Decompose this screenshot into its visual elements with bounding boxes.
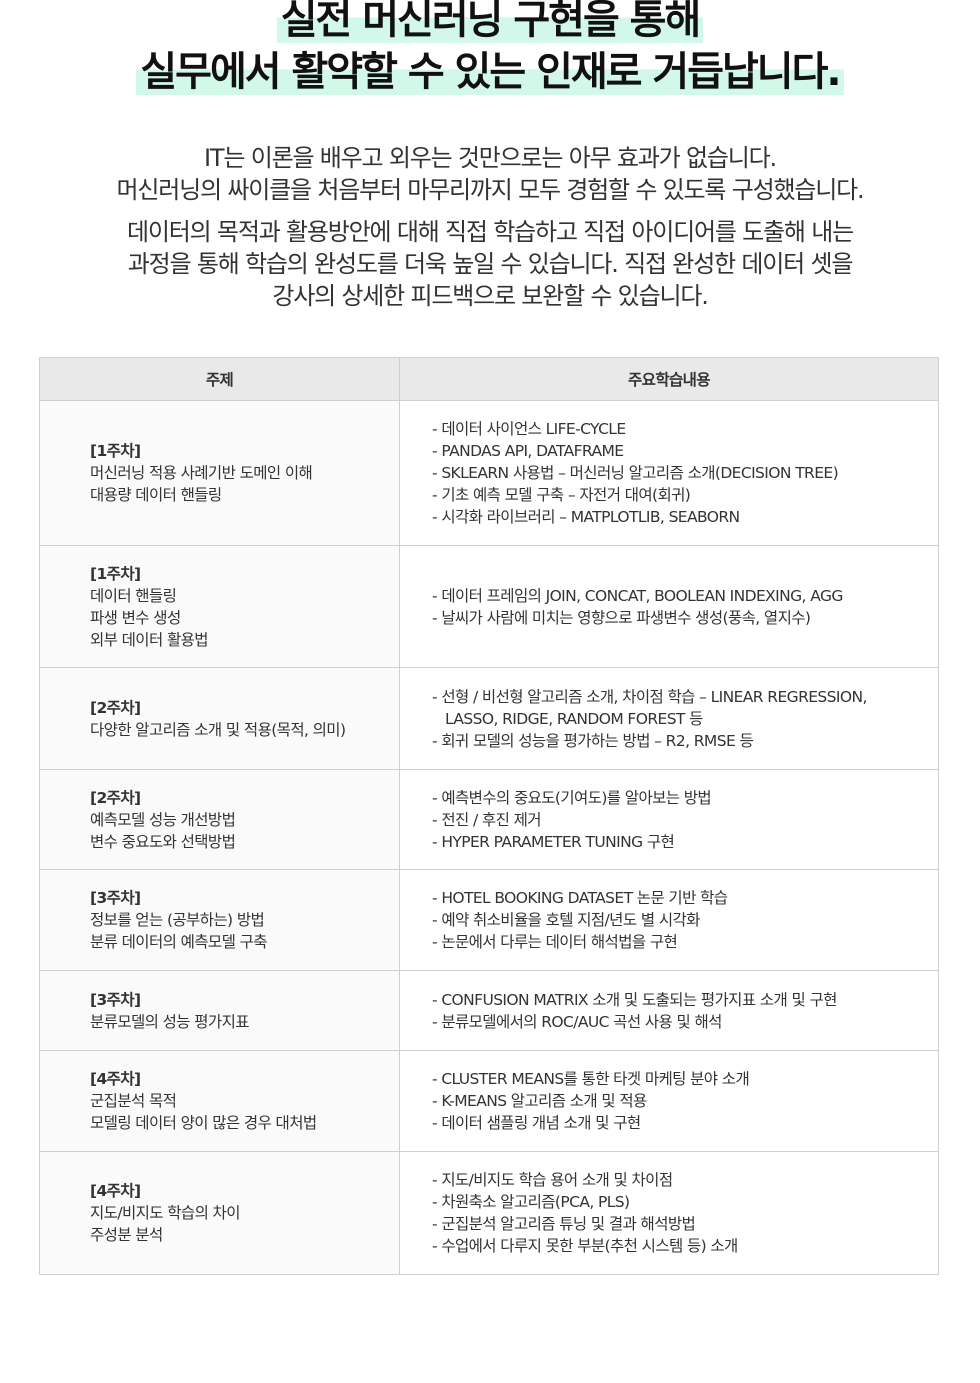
topic-line: 군집분석 목적 <box>90 1092 177 1110</box>
content-line: - 예측변수의 중요도(기여도)를 알아보는 방법 <box>432 788 712 807</box>
topic-line: 데이터 핸들링 <box>90 586 177 605</box>
content-cell: - 지도/비지도 학습 용어 소개 및 차이점 - 차원축소 알고리즘(PCA, … <box>399 1151 939 1275</box>
topic-line: 다양한 알고리즘 소개 및 적용(목적, 의미) <box>90 720 346 739</box>
topic-line: 주성분 분석 <box>90 1226 163 1244</box>
content-line: - 데이터 사이언스 LIFE-CYCLE <box>432 420 626 438</box>
topic-cell: [3주차] 분류모델의 성능 평가지표 <box>39 970 400 1051</box>
week-label: [2주차] <box>90 788 141 807</box>
intro-paragraph-1: IT는 이론을 배우고 외우는 것만으로는 아무 효과가 없습니다. 머신러닝의 … <box>116 144 865 204</box>
topic-line: 분류 데이터의 예측모델 구축 <box>90 933 268 951</box>
week-label: [1주차] <box>90 442 141 460</box>
content-cell: - 선형 / 비선형 알고리즘 소개, 차이점 학습 – LINEAR REGR… <box>399 667 939 770</box>
content-line: - CLUSTER MEANS를 통한 타겟 마케팅 분야 소개 <box>432 1070 750 1088</box>
topic-line: 외부 데이터 활용법 <box>90 630 209 649</box>
content-line: - 차원축소 알고리즘(PCA, PLS) <box>432 1193 630 1211</box>
content-line: - 군집분석 알고리즘 튜닝 및 결과 해석방법 <box>432 1215 696 1233</box>
topic-line: 분류모델의 성능 평가지표 <box>90 1012 250 1031</box>
content-line: - 선형 / 비선형 알고리즘 소개, 차이점 학습 – LINEAR REGR… <box>432 687 867 706</box>
content-line: - CONFUSION MATRIX 소개 및 도출되는 평가지표 소개 및 구… <box>432 990 837 1009</box>
week-label: [3주차] <box>90 889 141 907</box>
table-row: [3주차] 분류모델의 성능 평가지표 - CONFUSION MATRIX 소개 … <box>39 970 939 1051</box>
headline-line-2: 실무에서 활약할 수 있는 인재로 거듭납니다. <box>0 46 980 98</box>
topic-line: 대용량 데이터 핸들링 <box>90 486 222 504</box>
week-label: [4주차] <box>90 1182 141 1200</box>
content-line: - 논문에서 다루는 데이터 해석법을 구현 <box>432 933 678 951</box>
content-line: - PANDAS API, DATAFRAME <box>432 442 624 460</box>
content-cell: - CONFUSION MATRIX 소개 및 도출되는 평가지표 소개 및 구… <box>399 970 939 1051</box>
week-label: [1주차] <box>90 564 141 583</box>
week-label: [4주차] <box>90 1070 141 1088</box>
content-line: - 데이터 샘플링 개념 소개 및 구현 <box>432 1114 641 1132</box>
content-line: - HOTEL BOOKING DATASET 논문 기반 학습 <box>432 889 728 907</box>
content-line: - 전진 / 후진 제거 <box>432 810 541 829</box>
intro-paragraph-2: 데이터의 목적과 활용방안에 대해 직접 학습하고 직접 아이디어를 도출해 내… <box>126 218 854 310</box>
content-cell: - 데이터 사이언스 LIFE-CYCLE - PANDAS API, DATAF… <box>399 400 939 546</box>
content-line: - 날씨가 사람에 미치는 영향으로 파생변수 생성(풍속, 열지수) <box>432 608 811 627</box>
content-line: - HYPER PARAMETER TUNING 구현 <box>432 832 675 851</box>
content-line: - 데이터 프레임의 JOIN, CONCAT, BOOLEAN INDEXIN… <box>432 586 843 605</box>
week-label: [2주차] <box>90 698 141 717</box>
content-line: - 시각화 라이브러리 – MATPLOTLIB, SEABORN <box>432 508 740 526</box>
content-line: - SKLEARN 사용법 – 머신러닝 알고리즘 소개(DECISION TR… <box>432 464 839 482</box>
content-line: - 지도/비지도 학습 용어 소개 및 차이점 <box>432 1171 673 1189</box>
content-line: - 수업에서 다루지 못한 부분(추천 시스템 등) 소개 <box>432 1237 738 1255</box>
content-cell: - 데이터 프레임의 JOIN, CONCAT, BOOLEAN INDEXIN… <box>399 545 939 668</box>
topic-line: 머신러닝 적용 사례기반 도메인 이해 <box>90 464 313 482</box>
header-content: 주요학습내용 <box>399 357 939 401</box>
week-label: [3주차] <box>90 990 141 1009</box>
topic-line: 변수 중요도와 선택방법 <box>90 832 236 851</box>
topic-line: 파생 변수 생성 <box>90 608 181 627</box>
headline-line-1: 실전 머신러닝 구현을 통해 <box>0 0 980 46</box>
content-cell: - HOTEL BOOKING DATASET 논문 기반 학습 - 예약 취소비… <box>399 869 939 971</box>
topic-line: 정보를 얻는 (공부하는) 방법 <box>90 911 265 929</box>
topic-line: 지도/비지도 학습의 차이 <box>90 1204 240 1222</box>
content-line: - 예약 취소비율을 호텔 지점/년도 별 시각화 <box>432 911 700 929</box>
topic-line: 예측모델 성능 개선방법 <box>90 810 236 829</box>
content-line: - 분류모델에서의 ROC/AUC 곡선 사용 및 해석 <box>432 1012 722 1031</box>
content-line: - K-MEANS 알고리즘 소개 및 적용 <box>432 1092 647 1110</box>
content-line: LASSO, RIDGE, RANDOM FOREST 등 <box>432 709 703 728</box>
topic-line: 모델링 데이터 양이 많은 경우 대처법 <box>90 1114 317 1132</box>
content-line: - 회귀 모델의 성능을 평가하는 방법 – R2, RMSE 등 <box>432 731 754 750</box>
content-line: - 기초 예측 모델 구축 – 자전거 대여(회귀) <box>432 486 691 504</box>
content-cell: - CLUSTER MEANS를 통한 타겟 마케팅 분야 소개 - K-MEAN… <box>399 1050 939 1152</box>
topic-cell: [2주차] 다양한 알고리즘 소개 및 적용(목적, 의미) <box>39 667 400 770</box>
table-row: [2주차] 다양한 알고리즘 소개 및 적용(목적, 의미) - 선형 / 비선형 … <box>39 667 939 770</box>
content-cell: - 예측변수의 중요도(기여도)를 알아보는 방법 - 전진 / 후진 제거 - H… <box>399 769 939 870</box>
header-topic: 주제 <box>39 357 400 401</box>
